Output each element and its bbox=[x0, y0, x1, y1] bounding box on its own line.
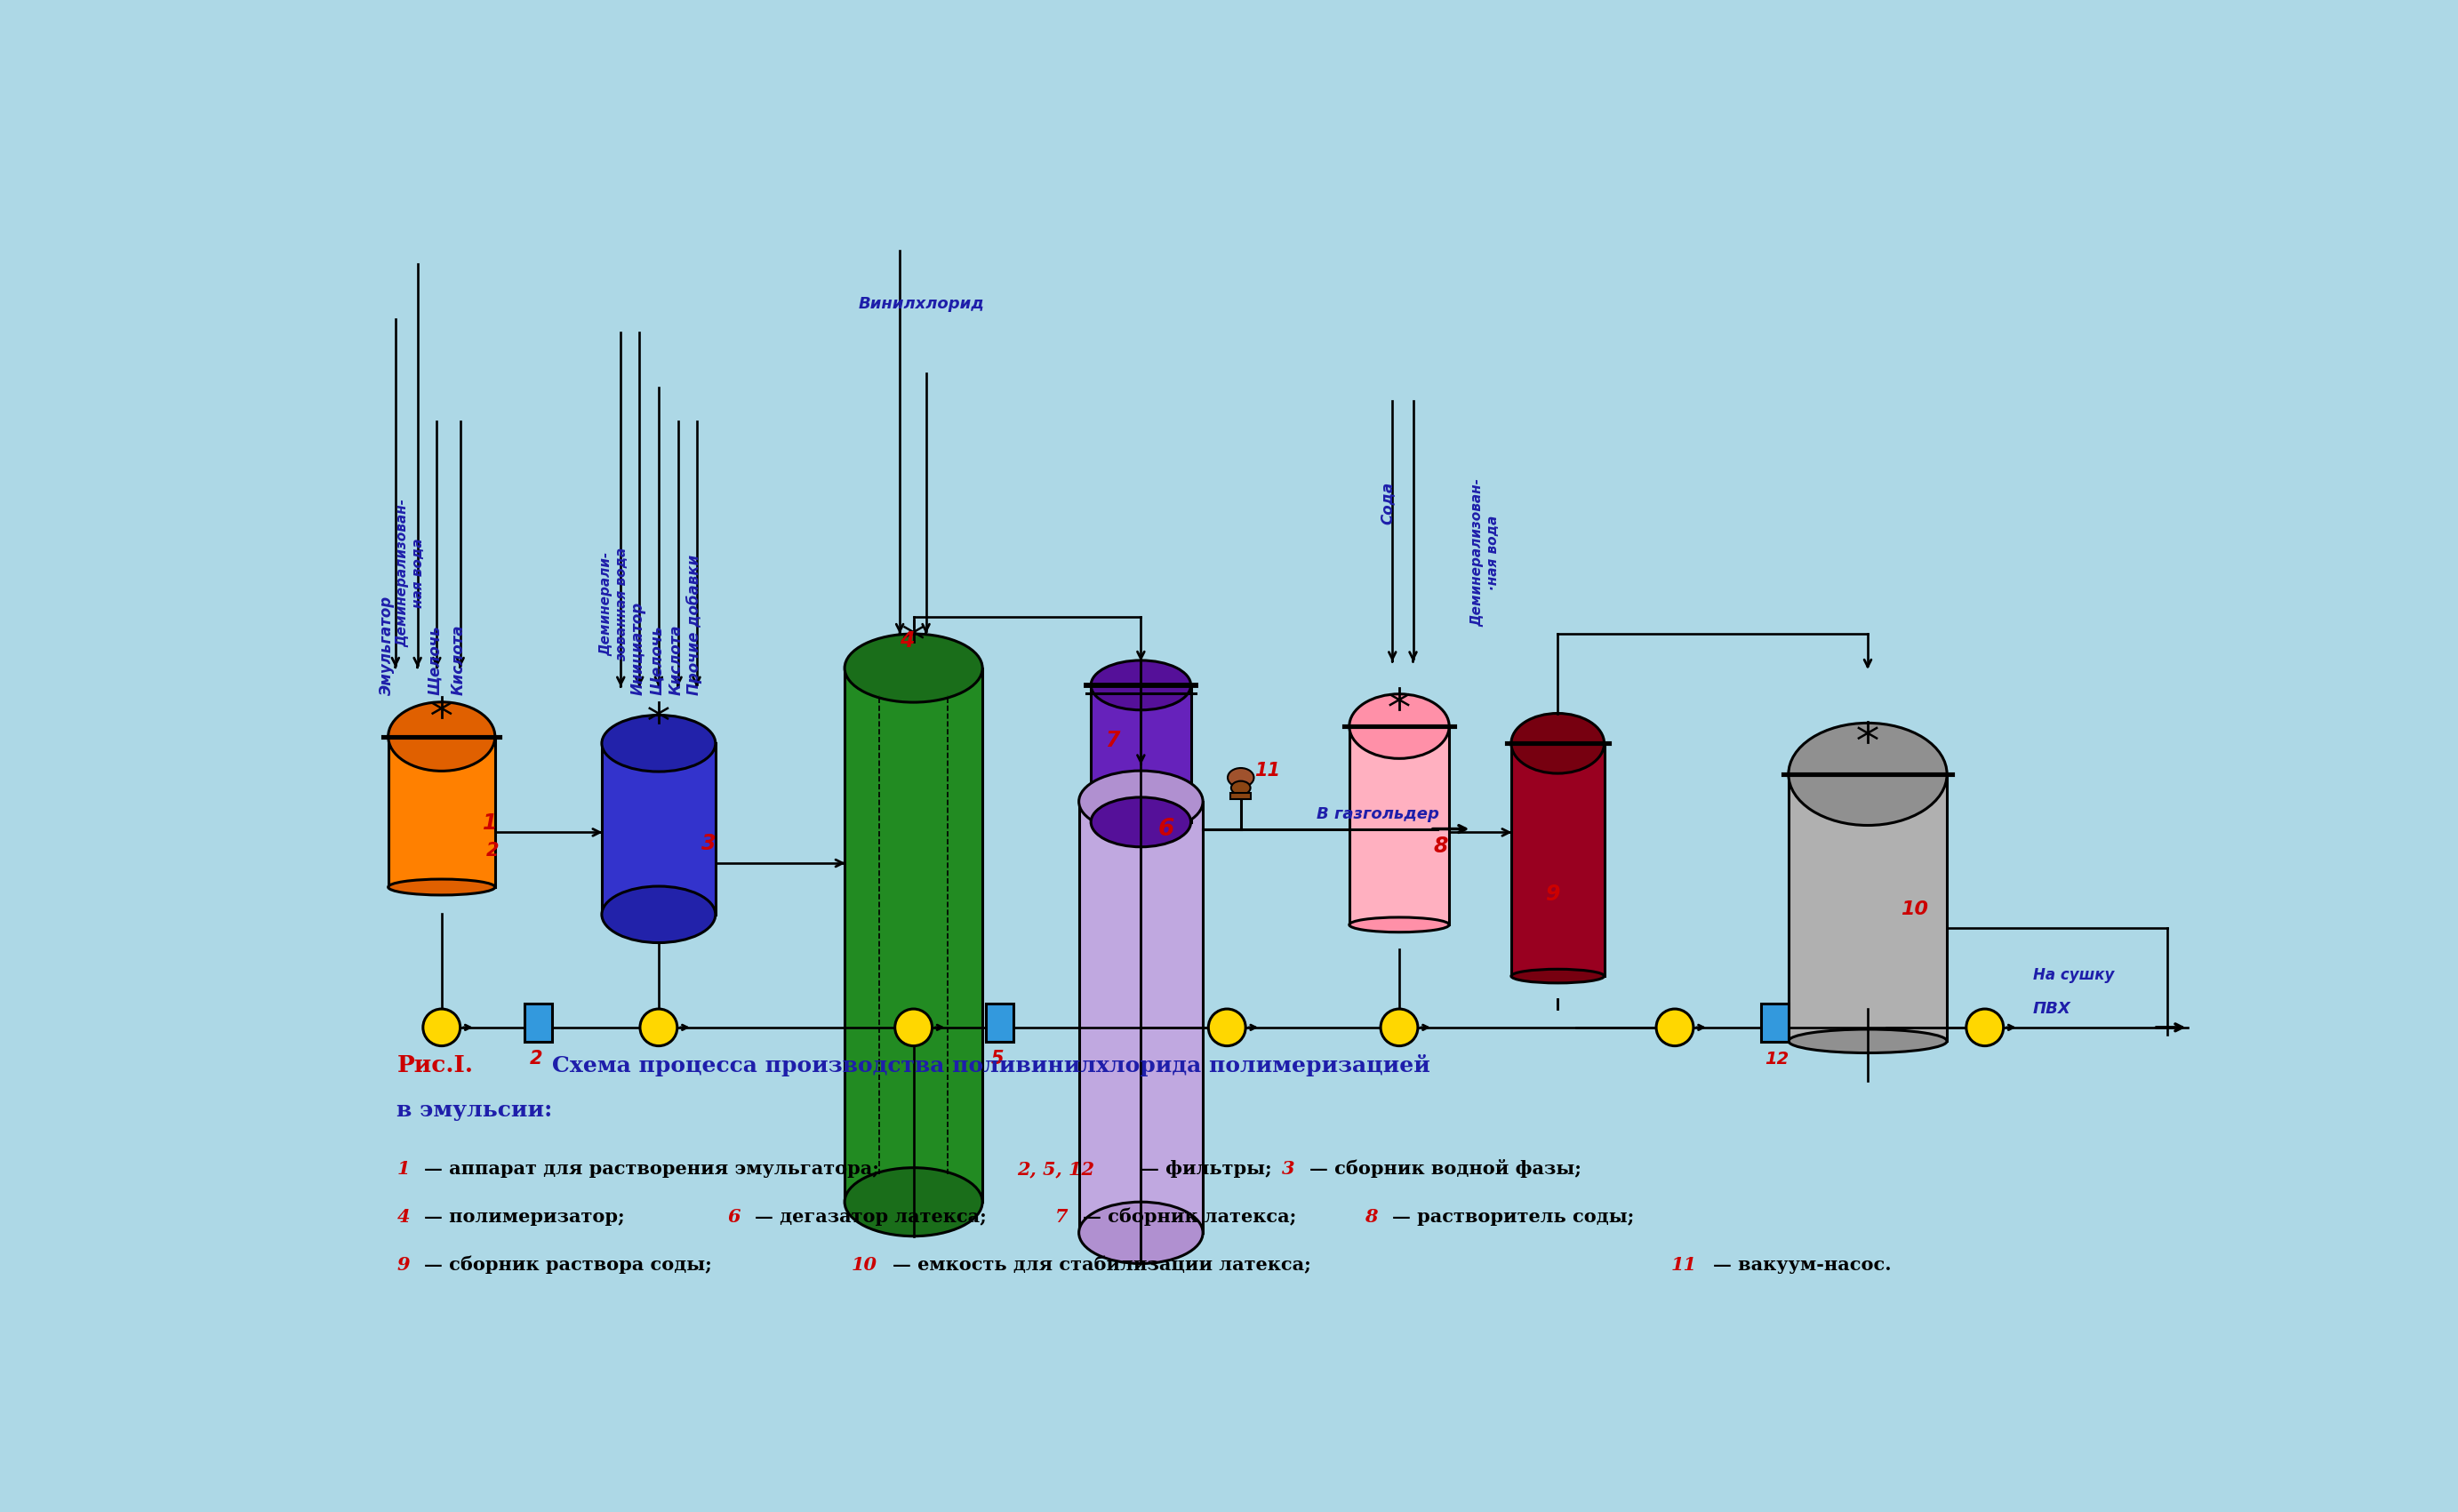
Ellipse shape bbox=[1091, 797, 1190, 847]
Text: 11: 11 bbox=[1254, 762, 1281, 780]
Text: Эмульгатор: Эмульгатор bbox=[379, 596, 393, 696]
Text: 2: 2 bbox=[487, 842, 499, 860]
Text: — сборник водной фазы;: — сборник водной фазы; bbox=[1310, 1160, 1580, 1178]
Text: 10: 10 bbox=[850, 1256, 878, 1275]
Text: 2: 2 bbox=[531, 1049, 543, 1067]
Ellipse shape bbox=[1512, 714, 1605, 774]
Bar bbox=[388, 736, 494, 888]
Circle shape bbox=[895, 1009, 932, 1046]
Text: — фильтры;: — фильтры; bbox=[1141, 1160, 1273, 1178]
Bar bbox=[1231, 792, 1251, 800]
Ellipse shape bbox=[602, 715, 715, 771]
Text: — сборник латекса;: — сборник латекса; bbox=[1082, 1208, 1295, 1226]
Text: 2, 5, 12: 2, 5, 12 bbox=[1018, 1160, 1094, 1178]
Bar bbox=[986, 1004, 1013, 1042]
Circle shape bbox=[1209, 1009, 1246, 1046]
Bar bbox=[602, 744, 715, 915]
Text: ПВХ: ПВХ bbox=[2033, 1001, 2072, 1018]
Text: 1: 1 bbox=[396, 1160, 410, 1178]
Text: Кислота: Кислота bbox=[450, 624, 467, 696]
Text: Рис.I.: Рис.I. bbox=[396, 1054, 474, 1077]
Text: Схема процесса производства поливинилхлорида полимеризацией: Схема процесса производства поливинилхло… bbox=[553, 1054, 1431, 1077]
Bar bbox=[1079, 801, 1202, 1232]
Text: На сушку: На сушку bbox=[2033, 968, 2114, 983]
Text: Деминерализован-
ная вода: Деминерализован- ная вода bbox=[396, 499, 425, 647]
Bar bbox=[1760, 1004, 1789, 1042]
Text: 8: 8 bbox=[1364, 1208, 1376, 1226]
Text: 10: 10 bbox=[1900, 900, 1930, 918]
Text: Щелочь: Щелочь bbox=[649, 626, 666, 696]
Text: Сода: Сода bbox=[1379, 481, 1396, 525]
Ellipse shape bbox=[1079, 1202, 1202, 1264]
Text: Деминерализован-
·ная вода: Деминерализован- ·ная вода bbox=[1470, 479, 1499, 627]
Ellipse shape bbox=[388, 878, 494, 895]
Text: — емкость для стабилизации латекса;: — емкость для стабилизации латекса; bbox=[892, 1256, 1310, 1275]
Text: 9: 9 bbox=[1546, 885, 1561, 906]
Text: — сборник раствора соды;: — сборник раствора соды; bbox=[425, 1256, 713, 1275]
Circle shape bbox=[1381, 1009, 1418, 1046]
Text: 3: 3 bbox=[701, 833, 715, 854]
Text: 11: 11 bbox=[1671, 1256, 1696, 1275]
Ellipse shape bbox=[1789, 723, 1947, 826]
Text: 4: 4 bbox=[900, 631, 914, 652]
Circle shape bbox=[423, 1009, 460, 1046]
Text: Инициатор: Инициатор bbox=[629, 602, 646, 696]
Text: 12: 12 bbox=[1765, 1051, 1789, 1067]
Text: 7: 7 bbox=[1054, 1208, 1067, 1226]
Ellipse shape bbox=[1789, 1030, 1947, 1052]
Ellipse shape bbox=[846, 634, 983, 702]
Text: 4: 4 bbox=[396, 1208, 410, 1226]
Ellipse shape bbox=[846, 1167, 983, 1237]
Text: 8: 8 bbox=[1433, 836, 1448, 857]
Ellipse shape bbox=[1231, 782, 1251, 795]
Bar bbox=[1091, 685, 1190, 823]
Circle shape bbox=[1657, 1009, 1694, 1046]
Ellipse shape bbox=[1512, 969, 1605, 983]
Text: — полимеризатор;: — полимеризатор; bbox=[425, 1208, 624, 1226]
Text: 1: 1 bbox=[482, 812, 497, 833]
Text: — аппарат для растворения эмульгатора;: — аппарат для растворения эмульгатора; bbox=[425, 1160, 880, 1178]
Ellipse shape bbox=[602, 886, 715, 942]
Text: 5: 5 bbox=[991, 1049, 1005, 1067]
Text: Прочие добавки: Прочие добавки bbox=[686, 555, 703, 696]
Text: Винилхлорид: Винилхлорид bbox=[858, 296, 983, 313]
Text: 9: 9 bbox=[396, 1256, 410, 1275]
Ellipse shape bbox=[388, 702, 494, 771]
Text: — дегазатор латекса;: — дегазатор латекса; bbox=[755, 1208, 986, 1226]
Bar bbox=[524, 1004, 553, 1042]
Ellipse shape bbox=[1091, 661, 1190, 711]
Text: 3: 3 bbox=[1283, 1160, 1295, 1178]
Text: Щелочь: Щелочь bbox=[428, 626, 442, 696]
Circle shape bbox=[1966, 1009, 2003, 1046]
Bar bbox=[1789, 774, 1947, 1042]
Text: Деминерали-
зованная вода: Деминерали- зованная вода bbox=[600, 547, 629, 661]
Bar bbox=[1512, 744, 1605, 977]
Ellipse shape bbox=[1349, 918, 1450, 933]
Bar bbox=[846, 668, 983, 1202]
Text: В газгольдер: В газгольдер bbox=[1317, 806, 1438, 823]
Bar bbox=[1349, 726, 1450, 925]
Ellipse shape bbox=[1349, 694, 1450, 759]
Ellipse shape bbox=[1079, 771, 1202, 832]
Text: Кислота: Кислота bbox=[669, 624, 683, 696]
Text: 7: 7 bbox=[1106, 730, 1121, 751]
Text: — вакуум-насос.: — вакуум-насос. bbox=[1713, 1256, 1890, 1275]
Text: 6: 6 bbox=[1158, 818, 1175, 841]
Circle shape bbox=[639, 1009, 678, 1046]
Text: в эмульсии:: в эмульсии: bbox=[396, 1099, 553, 1120]
Text: 6: 6 bbox=[728, 1208, 740, 1226]
Text: — растворитель соды;: — растворитель соды; bbox=[1391, 1208, 1635, 1226]
Ellipse shape bbox=[1227, 768, 1254, 788]
